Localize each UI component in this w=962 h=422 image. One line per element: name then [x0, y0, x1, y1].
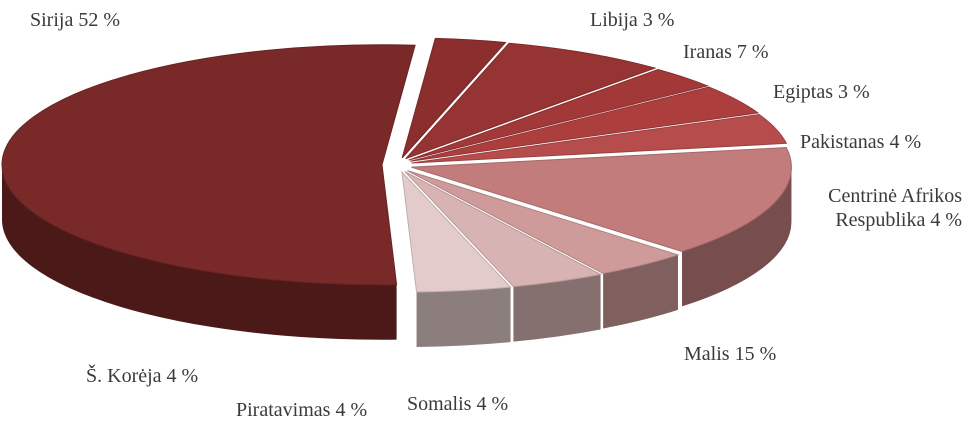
slice-label: Š. Korėja 4 % — [86, 364, 198, 388]
slice-label: Centrinė Afrikos Respublika 4 % — [797, 184, 962, 232]
slice — [1, 44, 416, 286]
slice-label: Malis 15 % — [684, 342, 776, 366]
slice — [411, 113, 788, 164]
slice-label: Somalis 4 % — [407, 392, 508, 416]
slice — [410, 86, 760, 162]
category-name: Sirija — [30, 9, 74, 31]
slice — [407, 170, 680, 275]
slice — [404, 171, 603, 288]
category-name: Centrinė Afrikos Respublika — [828, 185, 962, 231]
value-label: 3 % — [642, 9, 675, 31]
value-label: 4 % — [335, 399, 368, 421]
slice — [408, 68, 709, 161]
value-label: 4 % — [930, 209, 962, 231]
slice-label: Egiptas 3 % — [773, 80, 870, 104]
value-label: 3 % — [838, 81, 870, 103]
slice-side — [603, 254, 678, 329]
slice-label: Sirija 52 % — [30, 8, 120, 32]
slice — [401, 37, 507, 159]
slice-side — [682, 167, 792, 307]
category-name: Somalis — [407, 393, 472, 415]
walls — [2, 164, 792, 348]
category-name: Libija — [590, 9, 638, 31]
value-label: 52 % — [78, 9, 121, 31]
category-name: Iranas — [683, 41, 732, 63]
category-name: Malis — [684, 343, 730, 365]
value-label: 4 % — [889, 131, 922, 153]
slice-side — [416, 287, 511, 348]
value-label: 4 % — [166, 365, 199, 387]
category-name: Š. Korėja — [86, 365, 162, 387]
slice-label: Libija 3 % — [590, 8, 674, 32]
slice — [401, 170, 512, 293]
category-name: Piratavimas — [236, 399, 331, 421]
slice — [405, 42, 657, 160]
value-label: 4 % — [476, 393, 509, 415]
slice-label: Pakistanas 4 % — [800, 130, 921, 154]
value-label: 7 % — [736, 41, 769, 63]
slice — [411, 147, 792, 252]
slice-label: Iranas 7 % — [683, 40, 769, 64]
category-name: Egiptas — [773, 81, 833, 103]
value-label: 15 % — [734, 343, 777, 365]
tops — [1, 37, 792, 293]
slice-side — [513, 274, 601, 342]
category-name: Pakistanas — [800, 131, 885, 153]
slice-label: Piratavimas 4 % — [236, 398, 367, 422]
slice-side — [2, 164, 397, 340]
